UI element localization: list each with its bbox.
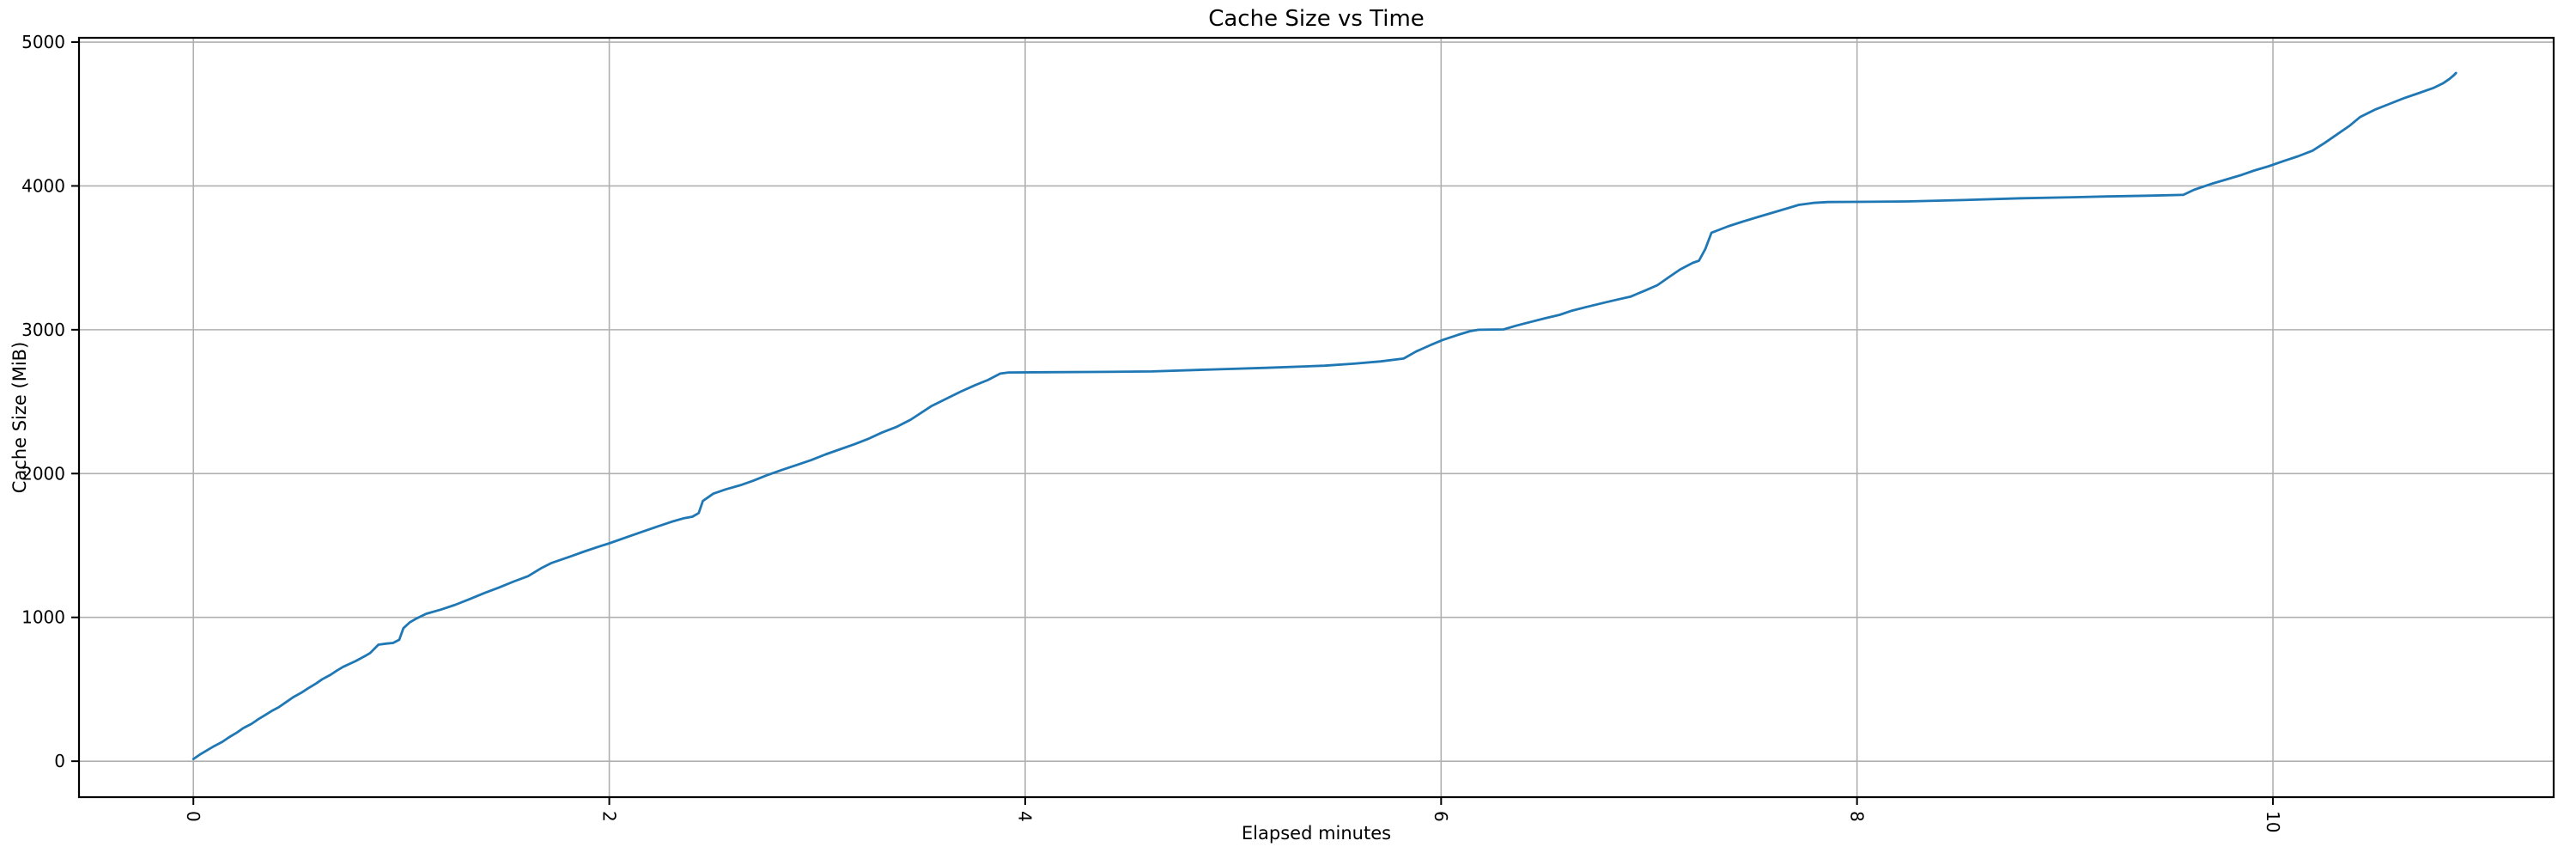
gridlines (79, 38, 2554, 797)
x-tick-label: 6 (1431, 811, 1451, 822)
y-axis-label: Cache Size (MiB) (9, 342, 30, 494)
x-tick-labels: 0 2 4 6 8 10 (183, 811, 2283, 832)
y-tick-label: 5000 (21, 32, 65, 52)
x-tick-label: 0 (183, 811, 204, 822)
cache-size-line (191, 71, 2458, 760)
data-series (191, 71, 2458, 760)
y-tick-label: 3000 (21, 320, 65, 340)
x-tick-label: 10 (2263, 811, 2283, 832)
y-tick-label: 0 (54, 751, 65, 771)
axes-frame (77, 36, 2555, 799)
x-axis-label: Elapsed minutes (1242, 823, 1391, 844)
y-tick-label: 2000 (21, 463, 65, 484)
tick-marks (71, 41, 2275, 805)
y-tick-labels: 0 1000 2000 3000 4000 5000 (21, 32, 65, 771)
x-tick-label: 8 (1846, 811, 1867, 822)
y-tick-label: 1000 (21, 607, 65, 628)
chart-title: Cache Size vs Time (1208, 6, 1425, 32)
y-tick-label: 4000 (21, 175, 65, 196)
x-tick-label: 2 (598, 811, 619, 822)
plot-border (77, 36, 2555, 799)
x-tick-label: 4 (1015, 811, 1036, 822)
